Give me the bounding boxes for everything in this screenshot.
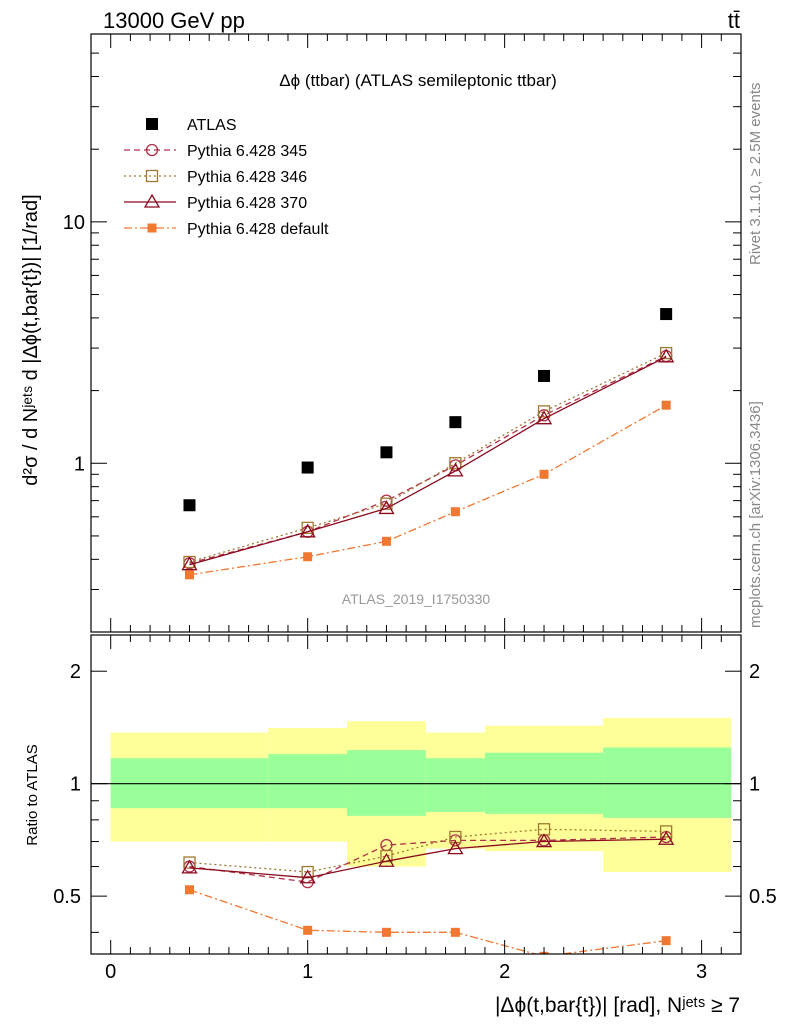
main-data-point [380, 446, 393, 459]
main-p346-point [449, 457, 462, 470]
main-p370-line [189, 356, 667, 566]
ratio-p370-point [447, 840, 464, 855]
ratio-xlabel: |Δϕ(t,bar{t})| [rad], Nʲᵉᵗˢ ≥ 7 [495, 994, 740, 1017]
legend-data-marker [146, 118, 158, 130]
main-p346-point [537, 405, 551, 418]
legend-data-label: ATLAS [187, 117, 237, 134]
ratio-y-tick-label-right: 2 [749, 661, 760, 683]
ratio-x-tick-label: 3 [696, 961, 707, 983]
ratio-p370-point [299, 869, 316, 884]
main-data-point [301, 461, 314, 474]
ratio-band-inner [268, 754, 348, 809]
main-y-tick-label: 10 [63, 212, 85, 234]
main-ylabel: d²σ / d Nʲᵉᵗˢ d |Δϕ(t,bar{t})| [1/rad] [20, 194, 42, 485]
ratio-p346-point [301, 865, 314, 879]
main-pdef-point [184, 570, 194, 580]
legend-p345-marker [145, 143, 159, 157]
legend-p346-marker [145, 169, 159, 183]
ratio-p346-point [660, 825, 673, 838]
legend-p345-label: Pythia 6.428 345 [187, 143, 307, 160]
ratio-pdef-point [381, 927, 391, 937]
ratio-band-inner [347, 750, 426, 816]
ratio-pdef-point [184, 885, 194, 895]
ratio-y-tick-label: 0.5 [53, 886, 81, 908]
main-p370-point [535, 410, 553, 425]
ratio-pdef-line [189, 889, 667, 954]
main-data-point [660, 308, 673, 321]
ratio-y-tick-label: 1 [70, 774, 81, 796]
mcplots-label: mcplots.cern.ch [arXiv:1306.3436] [747, 401, 764, 628]
main-p370-point [378, 500, 395, 515]
ratio-p370-point [658, 830, 675, 845]
main-title: Δϕ (ttbar) (ATLAS semileptonic ttbar) [279, 71, 557, 90]
legend-pdef-label: Pythia 6.428 default [187, 221, 329, 238]
analysis-label: ATLAS_2019_I1750330 [342, 591, 491, 607]
ratio-y-tick-label-right: 1 [749, 774, 760, 796]
main-data-point [538, 369, 551, 382]
ratio-band-inner [425, 758, 485, 812]
ratio-p346-point [183, 856, 196, 869]
main-p370-point [658, 348, 675, 363]
ratio-band-inner [603, 747, 732, 818]
main-p370-point [447, 462, 464, 477]
legend-p370-marker [143, 193, 161, 208]
main-p370-point [181, 556, 198, 571]
ratio-x-tick-label: 1 [302, 961, 313, 983]
main-pdef-line [189, 404, 667, 576]
main-data-point [449, 416, 462, 429]
main-plot-area [91, 34, 741, 632]
ratio-y-tick-label: 2 [70, 661, 81, 683]
legend-p346-label: Pythia 6.428 346 [187, 169, 307, 186]
main-p346-point [660, 346, 673, 360]
ratio-p345-line [189, 836, 667, 883]
main-pdef-point [539, 469, 549, 479]
ratio-pdef-point [450, 927, 460, 937]
main-frame [90, 33, 742, 633]
legend: ATLAS Pythia 6.428 345 Pythia 6.428 346 Pyt… [124, 117, 329, 238]
main-p346-point [380, 497, 393, 510]
ratio-pdef-point [303, 925, 313, 935]
ratio-frame [90, 634, 742, 955]
main-p346-point [301, 521, 314, 535]
ratio-pdef-point [661, 936, 671, 946]
main-data-point [183, 499, 196, 512]
main-y-tick-label: 1 [74, 453, 85, 475]
main-p370-point [299, 523, 316, 538]
ratio-x-tick-label: 2 [499, 961, 510, 983]
ratio-p370-point [181, 859, 198, 874]
ratio-x-tick-label: 0 [105, 961, 116, 983]
legend-pdef-marker [147, 223, 157, 233]
energy-label: 13000 GeV pp [103, 8, 245, 33]
ratio-p370-point [535, 833, 553, 848]
main-pdef-point [303, 552, 313, 562]
rivet-label: Rivet 3.1.10, ≥ 2.5M events [747, 83, 764, 266]
main-pdef-point [450, 507, 460, 517]
main-pdef-point [381, 536, 391, 546]
process-label: tt̄ [728, 8, 740, 33]
legend-p370-label: Pythia 6.428 370 [187, 195, 307, 212]
ratio-y-tick-label-right: 0.5 [749, 886, 777, 908]
ratio-ylabel: Ratio to ATLAS [24, 744, 41, 845]
ratio-p370-line [189, 838, 667, 879]
main-p346-line [189, 352, 667, 563]
main-pdef-point [661, 400, 671, 410]
ratio-p370-point [378, 852, 395, 867]
